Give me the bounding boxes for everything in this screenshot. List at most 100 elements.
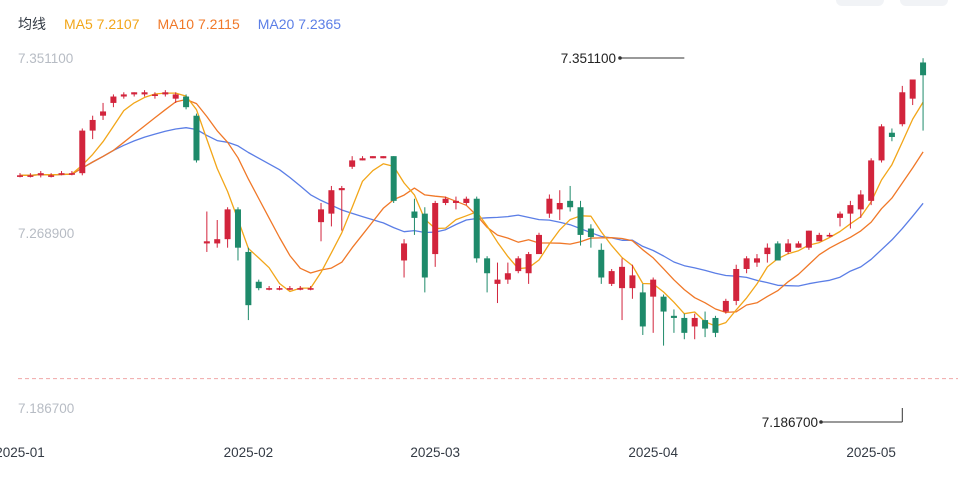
candle-body[interactable] — [837, 213, 844, 218]
candle-body[interactable] — [868, 160, 875, 201]
legend-ma10[interactable]: MA10 7.2115 — [157, 16, 240, 32]
candle-body[interactable] — [608, 271, 615, 284]
candle-body[interactable] — [162, 92, 169, 95]
ma-lines — [20, 92, 924, 327]
candle-body[interactable] — [297, 288, 304, 290]
candle-body[interactable] — [79, 130, 86, 174]
candle-body[interactable] — [619, 266, 626, 289]
candle-body[interactable] — [255, 281, 262, 289]
candle-body[interactable] — [702, 320, 709, 329]
candle-body[interactable] — [214, 239, 221, 244]
candle-body[interactable] — [484, 258, 491, 274]
candle-body[interactable] — [193, 115, 200, 161]
candle-body[interactable] — [546, 198, 553, 214]
candle-body[interactable] — [681, 317, 688, 333]
candle-body[interactable] — [151, 94, 158, 97]
candle-body[interactable] — [525, 254, 532, 274]
candle-body[interactable] — [359, 158, 366, 161]
candle-body[interactable] — [68, 173, 75, 175]
candle-body[interactable] — [473, 198, 480, 259]
candle-body[interactable] — [452, 200, 459, 203]
candle-body[interactable] — [463, 198, 470, 203]
candle-body[interactable] — [639, 292, 646, 327]
x-tick-label: 2025-01 — [0, 445, 45, 460]
candle-body[interactable] — [338, 188, 345, 191]
candle-body[interactable] — [795, 243, 802, 248]
candle-body[interactable] — [515, 258, 522, 272]
candle-body[interactable] — [826, 234, 833, 237]
candle-body[interactable] — [401, 243, 408, 261]
candle-body[interactable] — [847, 205, 854, 214]
candle-body[interactable] — [27, 175, 34, 177]
candle-body[interactable] — [234, 209, 241, 248]
candle-body[interactable] — [764, 247, 771, 255]
candle-body[interactable] — [17, 175, 23, 177]
candle-body[interactable] — [753, 258, 760, 263]
candle-body[interactable] — [266, 288, 273, 290]
candle-body[interactable] — [411, 211, 418, 218]
candle-body[interactable] — [369, 156, 376, 159]
candle-body[interactable] — [48, 175, 55, 177]
candle-body[interactable] — [442, 198, 449, 203]
candle-body[interactable] — [598, 249, 605, 278]
candle-body[interactable] — [805, 230, 812, 248]
candle-body[interactable] — [141, 92, 148, 95]
candle-body[interactable] — [380, 156, 387, 159]
min-marker-label: 7.186700 — [762, 415, 818, 430]
candle-body[interactable] — [110, 96, 117, 103]
candle-body[interactable] — [920, 62, 927, 76]
candle-body[interactable] — [224, 209, 231, 240]
min-marker-dot — [819, 420, 823, 424]
candle-body[interactable] — [743, 258, 750, 269]
candle-body[interactable] — [131, 92, 138, 95]
candle-body[interactable] — [183, 96, 190, 108]
candle-body[interactable] — [328, 190, 335, 214]
max-marker-dot — [618, 56, 622, 60]
candle-body[interactable] — [691, 317, 698, 327]
legend-ma20[interactable]: MA20 7.2365 — [257, 16, 342, 32]
toolbar-button-left[interactable] — [836, 0, 884, 6]
candles[interactable] — [17, 58, 927, 346]
toolbar-button-right[interactable] — [900, 0, 948, 6]
candle-body[interactable] — [494, 279, 501, 284]
candle-body[interactable] — [504, 273, 511, 280]
candle-body[interactable] — [286, 288, 293, 290]
candle-body[interactable] — [577, 207, 584, 235]
candle-body[interactable] — [421, 213, 428, 278]
candle-body[interactable] — [100, 111, 107, 116]
candle-body[interactable] — [89, 119, 96, 131]
candle-body[interactable] — [670, 315, 677, 318]
candle-body[interactable] — [909, 79, 916, 99]
candle-body[interactable] — [722, 300, 729, 312]
candle-body[interactable] — [37, 173, 44, 176]
candle-body[interactable] — [629, 275, 636, 289]
candle-body[interactable] — [172, 94, 179, 99]
candle-body[interactable] — [888, 132, 895, 137]
candle-body[interactable] — [785, 243, 792, 252]
candle-body[interactable] — [816, 234, 823, 242]
candle-body[interactable] — [203, 241, 210, 244]
candle-body[interactable] — [857, 194, 864, 210]
candle-body[interactable] — [774, 243, 781, 261]
candle-body[interactable] — [712, 317, 719, 333]
candle-body[interactable] — [650, 279, 657, 297]
candle-body[interactable] — [120, 94, 127, 97]
candle-body[interactable] — [567, 200, 574, 208]
candle-body[interactable] — [878, 126, 885, 161]
candle-body[interactable] — [390, 156, 397, 201]
candle-body[interactable] — [245, 251, 252, 306]
candle-body[interactable] — [556, 202, 563, 210]
candle-body[interactable] — [58, 173, 65, 175]
candle-body[interactable] — [899, 92, 906, 125]
candle-body[interactable] — [318, 209, 325, 223]
candle-body[interactable] — [536, 234, 542, 255]
candle-body[interactable] — [587, 228, 594, 238]
candle-body[interactable] — [276, 288, 283, 290]
legend-ma5[interactable]: MA5 7.2107 — [64, 16, 140, 32]
candle-body[interactable] — [349, 160, 356, 167]
candle-body[interactable] — [307, 288, 314, 290]
candle-body[interactable] — [432, 202, 439, 255]
candle-body[interactable] — [733, 268, 740, 301]
candle-body[interactable] — [660, 296, 667, 312]
